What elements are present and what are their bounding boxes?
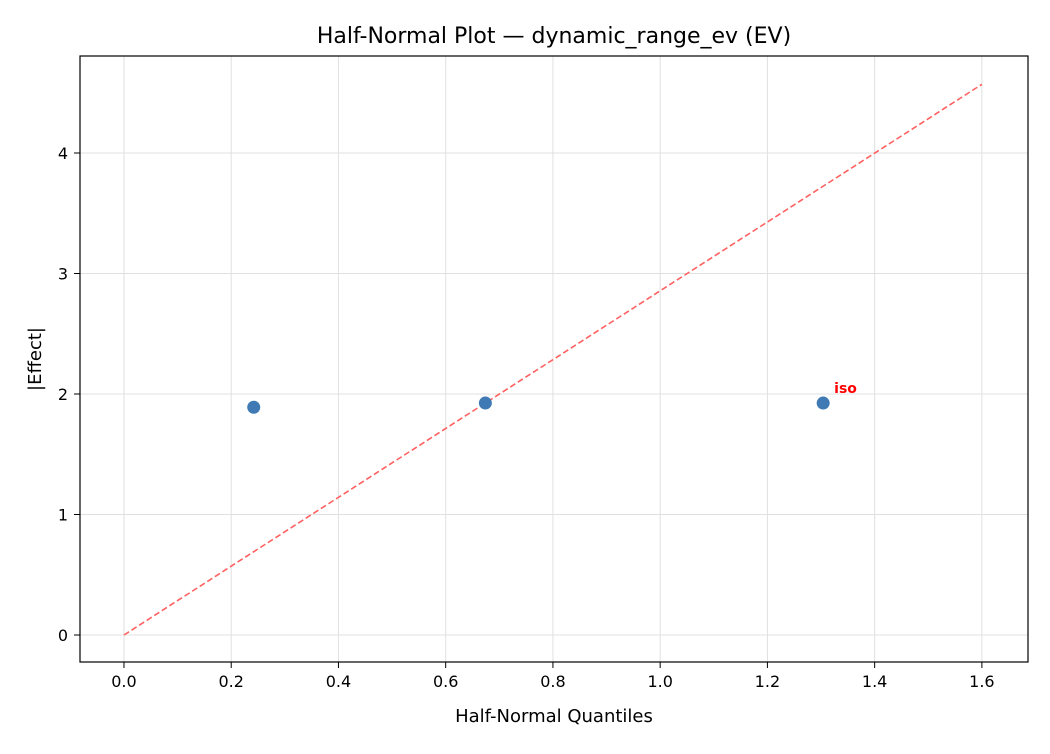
x-tick-label: 1.0 [647,672,672,691]
y-tick-label: 1 [58,506,68,525]
point-label: iso [834,381,857,397]
plot-frame [79,55,1029,663]
grid [80,56,1028,662]
points-group: iso [247,381,857,414]
x-tick-label: 0.2 [218,672,243,691]
y-ticks: 0 1 2 3 4 [58,144,80,645]
y-tick-label: 4 [58,144,68,163]
x-tick-label: 0.4 [326,672,351,691]
x-tick-label: 0.6 [433,672,458,691]
x-tick-label: 0.8 [540,672,565,691]
x-tick-label: 1.4 [862,672,887,691]
y-tick-label: 3 [58,265,68,284]
y-tick-label: 2 [58,385,68,404]
y-tick-label: 0 [58,626,68,645]
reference-line [123,83,983,636]
x-tick-label: 0.0 [111,672,136,691]
reference-line-group [123,83,983,636]
chart-title: Half-Normal Plot — dynamic_range_ev (EV) [317,24,791,49]
x-tick-label: 1.2 [755,672,780,691]
data-point [816,396,830,410]
x-axis-label: Half-Normal Quantiles [455,706,653,727]
y-axis-label: |Effect| [25,327,46,391]
x-ticks: 0.0 0.2 0.4 0.6 0.8 1.0 1.2 1.4 1.6 [111,662,995,691]
data-point [478,396,492,410]
data-point [247,400,261,414]
x-tick-label: 1.6 [969,672,994,691]
